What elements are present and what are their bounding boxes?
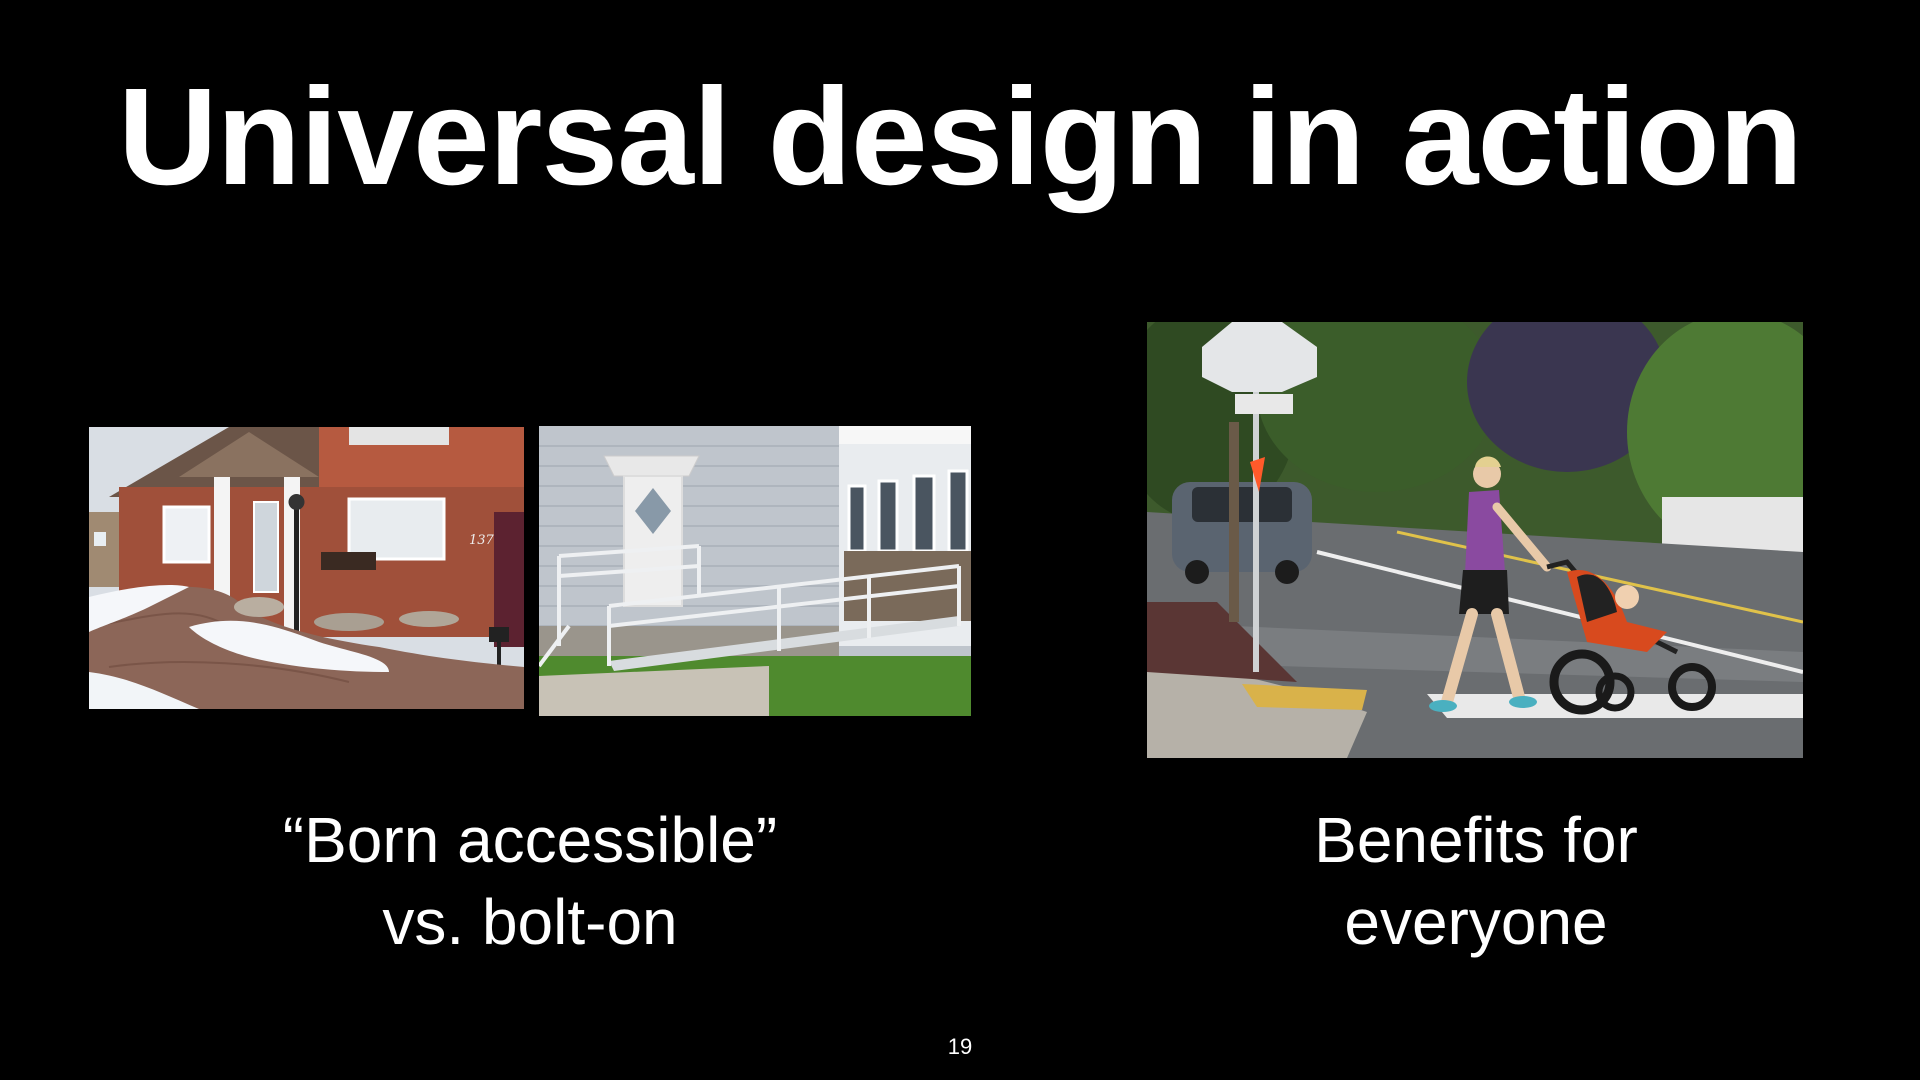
ramp-illustration (539, 426, 971, 716)
house-illustration: 137 (89, 427, 524, 709)
house-number-text: 137 (469, 533, 495, 548)
caption-left-line2: vs. bolt-on (382, 886, 678, 958)
caption-right-line1: Benefits for (1314, 804, 1638, 876)
caption-born-accessible: “Born accessible” vs. bolt-on (230, 799, 830, 963)
photo-born-accessible-house: 137 (89, 427, 524, 709)
photo-bolt-on-ramp (539, 426, 971, 716)
caption-left-line1: “Born accessible” (282, 804, 778, 876)
slide-page-number: 19 (947, 1034, 973, 1059)
caption-right-line2: everyone (1344, 886, 1608, 958)
caption-benefits: Benefits for everyone (1176, 799, 1776, 963)
photo-curb-cut-stroller (1147, 322, 1803, 758)
street-illustration (1147, 322, 1803, 758)
slide-title: Universal design in action (117, 60, 1803, 214)
